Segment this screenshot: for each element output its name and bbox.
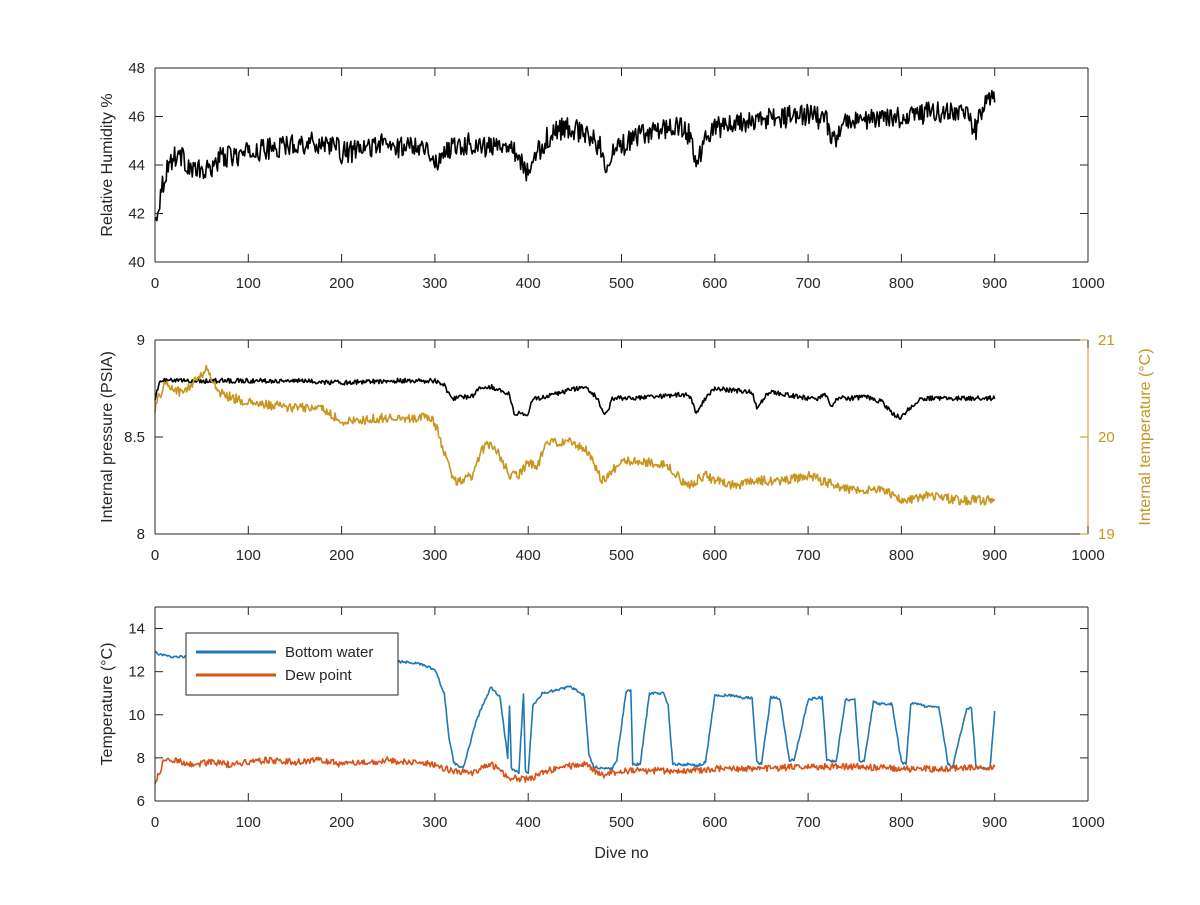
panel-3-x-tick-label: 400	[516, 814, 541, 831]
panel-3-x-tick-label: 100	[236, 814, 261, 831]
panel-1-x-tick-label: 900	[982, 275, 1007, 292]
panel-2-y-axis-label: Internal pressure (PSIA)	[99, 351, 116, 523]
panel-2-series-1-line	[154, 377, 996, 421]
panel-2-series-2-line	[154, 364, 996, 506]
panel-3-y-tick-label: 10	[128, 707, 145, 724]
panel-1-y-tick-label: 46	[128, 109, 145, 126]
panel-1-x-tick-label: 600	[702, 275, 727, 292]
panel-2-x-tick-label: 400	[516, 547, 541, 564]
panel-3-y-axis-label: Temperature (°C)	[99, 643, 116, 766]
panel-1-x-tick-label: 300	[422, 275, 447, 292]
panel-3-legend-label-bottom-water: Bottom water	[285, 644, 373, 661]
panel-3-x-tick-label: 300	[422, 814, 447, 831]
panel-1-x-tick-label: 1000	[1071, 275, 1104, 292]
panel-2-y-tick-label: 8.5	[124, 429, 145, 446]
panel-3-series-dew-point-line	[154, 756, 996, 785]
panel-3-x-tick-label: 600	[702, 814, 727, 831]
panel-1-x-tick-label: 100	[236, 275, 261, 292]
panel-3-x-tick-label: 1000	[1071, 814, 1104, 831]
panel-2-x-tick-label: 0	[151, 547, 159, 564]
panel-2-x-tick-label: 700	[796, 547, 821, 564]
panel-2-x-tick-label: 800	[889, 547, 914, 564]
panel-1-x-tick-label: 200	[329, 275, 354, 292]
panel-2-x-tick-label: 200	[329, 547, 354, 564]
panel-3-legend-label-dew-point: Dew point	[285, 667, 353, 684]
panel-1-x-tick-label: 0	[151, 275, 159, 292]
panel-2-x-tick-label: 100	[236, 547, 261, 564]
panel-2-y-right-axis-label: Internal temperature (°C)	[1137, 348, 1154, 525]
panel-2-x-tick-label: 600	[702, 547, 727, 564]
panel-3-y-tick-label: 14	[128, 621, 145, 638]
panel-3-y-tick-label: 8	[137, 750, 145, 767]
panel-3-y-tick-label: 6	[137, 793, 145, 810]
panel-1-series-1-line	[154, 89, 996, 222]
panel-1-y-tick-label: 40	[128, 254, 145, 271]
panel-1-x-tick-label: 700	[796, 275, 821, 292]
panel-1-y-tick-label: 48	[128, 60, 145, 77]
panel-1-y-tick-label: 42	[128, 206, 145, 223]
panel-3-x-tick-label: 900	[982, 814, 1007, 831]
panel-3-y-tick-label: 12	[128, 664, 145, 681]
panel-2-y-right-tick-label: 19	[1098, 526, 1115, 543]
panel-1-y-tick-label: 44	[128, 157, 145, 174]
panel-2-y-tick-label: 8	[137, 526, 145, 543]
panel-2-y-tick-label: 9	[137, 332, 145, 349]
panel-1-x-tick-label: 400	[516, 275, 541, 292]
panel-3-x-tick-label: 200	[329, 814, 354, 831]
panel-1-x-tick-label: 500	[609, 275, 634, 292]
panel-2-x-tick-label: 500	[609, 547, 634, 564]
panel-2-x-tick-label: 900	[982, 547, 1007, 564]
panel-1-x-tick-label: 800	[889, 275, 914, 292]
panel-3-legend-box	[185, 632, 399, 696]
panel-3-x-tick-label: 0	[151, 814, 159, 831]
panel-2-y-right-tick-label: 21	[1098, 332, 1115, 349]
panel-3-x-tick-label: 700	[796, 814, 821, 831]
panel-1-y-axis-label: Relative Humidity %	[99, 93, 116, 236]
panel-2-y-right-tick-label: 20	[1098, 429, 1115, 446]
panel-3-x-tick-label: 800	[889, 814, 914, 831]
panel-3-x-tick-label: 500	[609, 814, 634, 831]
panel-2-x-tick-label: 1000	[1071, 547, 1104, 564]
panel-3-x-axis-label: Dive no	[594, 845, 648, 862]
panel-2-x-tick-label: 300	[422, 547, 447, 564]
